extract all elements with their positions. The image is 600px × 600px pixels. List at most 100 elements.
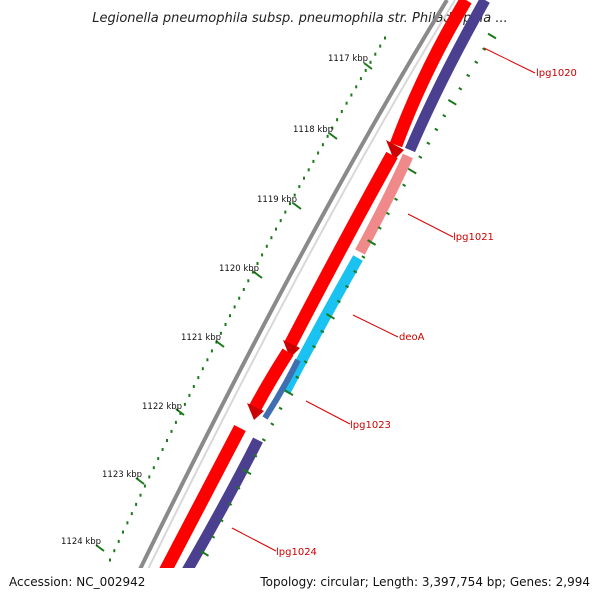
gene-label-lpg1023[interactable]: lpg1023 xyxy=(350,420,391,431)
minor-tick-dots xyxy=(109,36,386,562)
inner-tick xyxy=(242,468,252,476)
inner-tick xyxy=(466,73,471,78)
inner-tick xyxy=(270,422,275,426)
inner-tick xyxy=(325,313,336,320)
tick-label-1118: 1118 kbp xyxy=(293,125,333,135)
backbone-arc-inner xyxy=(132,0,456,600)
reverse-cds-lpg1023 xyxy=(262,358,301,420)
tick-dot xyxy=(261,253,264,257)
tick-dot xyxy=(210,349,213,353)
inner-tick xyxy=(353,269,358,274)
inner-tick xyxy=(336,299,341,304)
tick-dot xyxy=(326,134,329,138)
gene-label-lpg1021[interactable]: lpg1021 xyxy=(453,232,494,243)
tick-dot xyxy=(355,85,358,89)
label-line-lpg1024 xyxy=(231,527,277,552)
tick-dot xyxy=(303,176,305,180)
tick-dot xyxy=(166,439,168,442)
forward-cds-arrowhead xyxy=(386,140,404,160)
tick-dot xyxy=(340,110,343,113)
major-tick xyxy=(253,271,263,279)
tick-dot xyxy=(197,376,200,380)
label-line-lpg1020 xyxy=(483,47,536,74)
major-tick-marks xyxy=(95,62,373,552)
inner-tick xyxy=(426,141,431,146)
tick-dot xyxy=(251,270,254,274)
tick-dot xyxy=(384,36,386,40)
forward-cds-arrowhead xyxy=(283,340,300,358)
gene-label-lpg1020[interactable]: lpg1020 xyxy=(536,68,577,79)
tick-dot xyxy=(379,44,382,48)
tick-dot xyxy=(345,101,348,105)
tick-dot xyxy=(364,68,367,72)
inner-tick xyxy=(311,344,317,349)
accession-text: Accession: NC_002942 xyxy=(9,575,145,589)
tick-dot xyxy=(113,549,116,553)
major-tick xyxy=(95,544,105,552)
tick-dot xyxy=(298,185,301,189)
tick-label-1124: 1124 kbp xyxy=(61,537,101,547)
inner-tick xyxy=(295,375,300,380)
inner-tick xyxy=(303,360,308,364)
inner-tick xyxy=(361,255,366,259)
major-tick xyxy=(328,132,338,140)
reverse-cds-lpg1020 xyxy=(404,0,490,153)
tick-dot xyxy=(284,210,287,214)
tick-dot xyxy=(224,323,227,326)
forward-cds-arrowhead xyxy=(247,403,264,420)
inner-tick xyxy=(199,550,210,557)
tick-label-1119: 1119 kbp xyxy=(257,195,297,205)
tick-dot xyxy=(152,466,155,470)
inner-tick xyxy=(367,239,377,246)
tick-dot xyxy=(242,288,245,291)
reverse-cds-deoA xyxy=(280,255,363,395)
label-line-deoA xyxy=(352,314,399,338)
tick-dot xyxy=(117,539,120,543)
footer-background xyxy=(0,568,600,600)
label-line-lpg1021 xyxy=(407,213,454,238)
tick-dot xyxy=(256,262,259,265)
inner-tick xyxy=(482,47,487,51)
inner-tick xyxy=(219,518,224,523)
inner-tick xyxy=(458,87,463,91)
tick-dot xyxy=(293,193,296,197)
major-tick xyxy=(135,477,145,485)
tick-dot xyxy=(229,314,231,318)
inner-tick xyxy=(261,438,266,442)
tick-dot xyxy=(265,244,268,248)
gene-label-lpg1024[interactable]: lpg1024 xyxy=(276,547,317,558)
tick-dot xyxy=(109,558,111,562)
topology-text: Topology: circular; Length: 3,397,754 bp… xyxy=(259,575,590,589)
gene-label-deoA[interactable]: deoA xyxy=(399,332,425,343)
inner-tick xyxy=(377,226,382,230)
tick-dot xyxy=(201,367,204,371)
backbone-arc xyxy=(123,0,449,600)
inner-tick xyxy=(442,114,447,118)
tick-dot xyxy=(359,77,362,81)
tick-dot xyxy=(307,168,310,172)
inner-tick xyxy=(320,329,325,334)
tick-dot xyxy=(192,385,195,388)
major-tick xyxy=(215,340,225,348)
tick-dot xyxy=(336,118,339,122)
inner-tick xyxy=(236,486,241,490)
tick-dot xyxy=(369,60,372,64)
inner-tick xyxy=(253,454,258,458)
inner-tick xyxy=(418,155,423,159)
tick-dot xyxy=(174,420,177,424)
inner-tick xyxy=(447,99,457,106)
tick-label-1120: 1120 kbp xyxy=(219,264,259,274)
tick-label-1117: 1117 kbp xyxy=(328,54,368,64)
tick-dot xyxy=(374,52,377,56)
tick-label-1121: 1121 kbp xyxy=(181,333,221,343)
tick-dot xyxy=(279,219,282,223)
forward-cds-lpg1020 xyxy=(389,0,472,148)
inner-tick xyxy=(434,127,439,132)
tick-dot xyxy=(157,457,160,461)
inner-tick xyxy=(407,167,417,175)
tick-dot xyxy=(219,331,222,335)
inner-tick-marks xyxy=(193,32,497,572)
tick-dot xyxy=(275,227,277,231)
tick-dot xyxy=(143,484,146,488)
inner-tick xyxy=(385,211,390,216)
